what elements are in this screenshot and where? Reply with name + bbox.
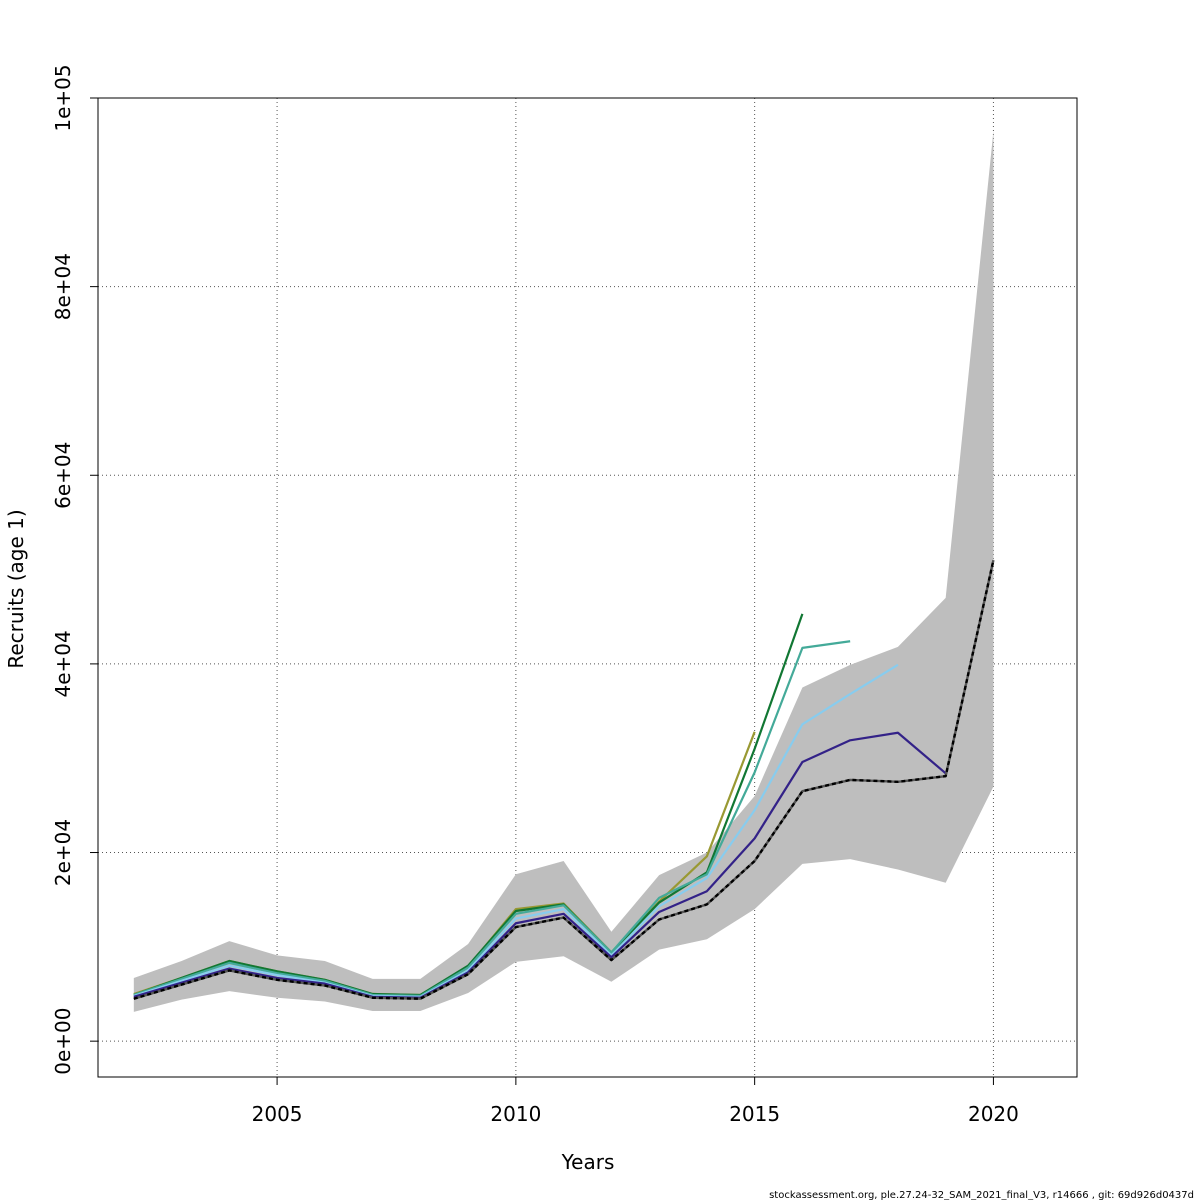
y-axis-title: Recruits (age 1) (4, 509, 28, 668)
x-tick-label: 2005 (252, 1102, 303, 1126)
y-tick-label: 1e+05 (51, 64, 75, 131)
y-axis: 0e+00 2e+04 4e+04 6e+04 8e+04 1e+05 (51, 64, 98, 1075)
series-line-4 (133, 663, 899, 998)
x-tick-label: 2020 (968, 1102, 1019, 1126)
confidence-band-area (133, 131, 994, 1012)
y-tick-label: 0e+00 (51, 1008, 75, 1075)
series-lines (133, 559, 995, 1000)
x-axis: 2005 2010 2015 2020 (252, 1077, 1019, 1126)
footnote-text: stockassessment.org, ple.27.24-32_SAM_20… (769, 1190, 1194, 1200)
y-tick-label: 2e+04 (51, 819, 75, 886)
x-axis-title: Years (561, 1150, 615, 1174)
y-tick-label: 6e+04 (51, 442, 75, 509)
series-line-6 (133, 559, 995, 1000)
plot-frame (97, 97, 1078, 1078)
confidence-band (133, 131, 994, 1012)
series-line-3 (133, 640, 851, 997)
series-line-5 (133, 731, 947, 999)
y-tick-label: 4e+04 (51, 630, 75, 697)
x-tick-label: 2010 (490, 1102, 541, 1126)
x-tick-label: 2015 (729, 1102, 780, 1126)
y-tick-label: 8e+04 (51, 253, 75, 320)
